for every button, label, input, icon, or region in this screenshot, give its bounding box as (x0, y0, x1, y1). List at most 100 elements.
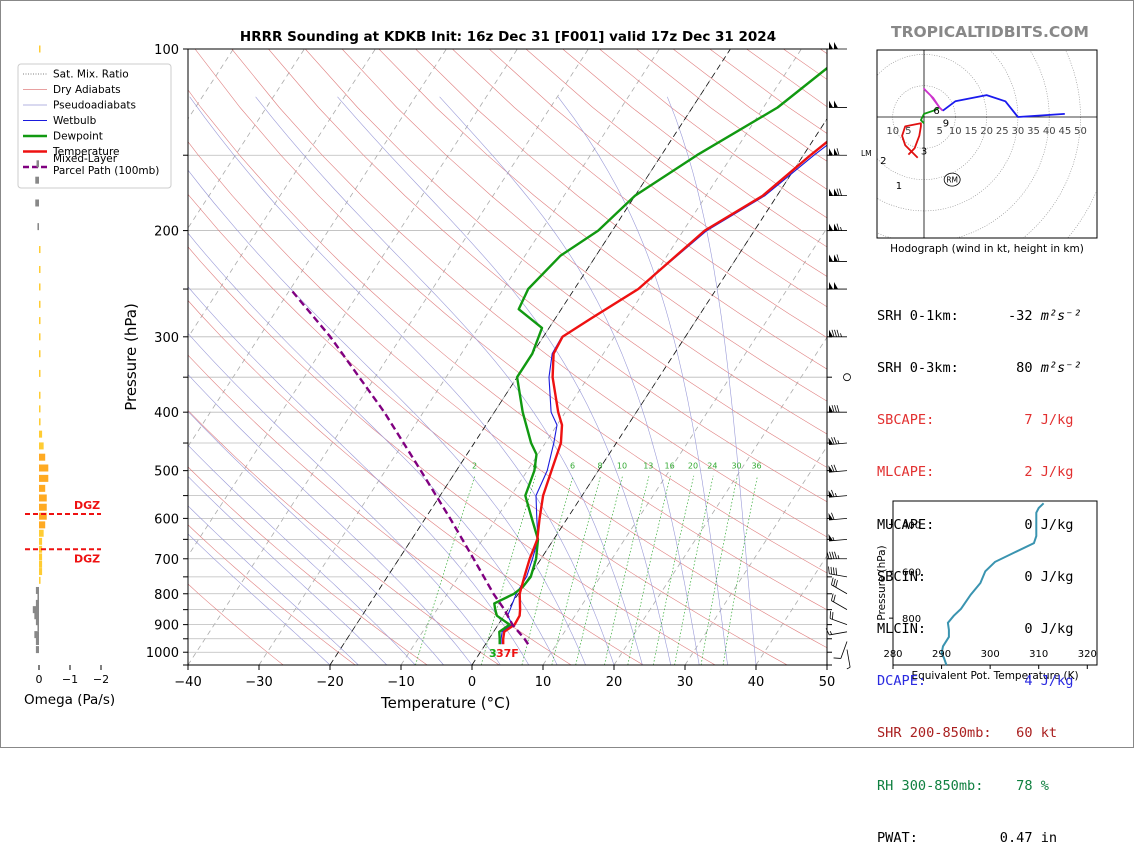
omega-bar (39, 560, 43, 568)
stat-label: MUCAPE: (877, 516, 935, 533)
stat-row-sbcape: SBCAPE: 7 J/kg (877, 412, 1117, 429)
x-tick-label: −40 (174, 675, 201, 690)
legend-label: Mixed-Layer (53, 153, 118, 165)
hodograph-frame (876, 49, 1098, 239)
barb-full (829, 611, 831, 619)
wind-barb (829, 329, 847, 338)
omega-tick-label: −1 (62, 673, 78, 686)
wind-barb (828, 566, 848, 578)
y-tick-label: 700 (154, 553, 179, 568)
isotherm (188, 49, 589, 665)
mixing-ratio-line (652, 475, 695, 665)
stat-row-mlcin: MLCIN: 0 J/kg (877, 621, 1117, 638)
omega-panel: DGZ DGZ 0 −1 −2 Omega (Pa/s) (24, 45, 115, 708)
y-axis-label: Pressure (hPa) (122, 303, 140, 411)
barb-flag (834, 42, 838, 49)
surface-temp-label: 37F (496, 647, 519, 660)
barb-staff (829, 573, 848, 578)
omega-bar (35, 199, 39, 207)
stat-unit: J/kg (1040, 673, 1074, 690)
barb-staff (829, 631, 848, 636)
temperature-line (502, 140, 827, 645)
thetae-x-tick-label: 280 (883, 649, 902, 660)
wind-barb (828, 512, 848, 521)
pseudoadiabat (188, 374, 473, 665)
omega-bar (39, 545, 43, 553)
barb-flag (829, 282, 833, 290)
mixing-ratio-labels: 2 4 6 8 10 13 16 20 24 30 36 (472, 462, 762, 471)
dry-adiabat (188, 524, 356, 665)
dry-adiabat (231, 49, 827, 538)
stat-value: 0 (934, 516, 1041, 533)
dry-adiabat (378, 49, 827, 402)
wind-barb (829, 100, 847, 108)
pseudoadiabat (439, 96, 700, 665)
wind-barb (829, 254, 847, 262)
thetae-y-tick-label: 400 (902, 520, 921, 531)
barb-full (835, 567, 838, 576)
x-tick-label: −20 (316, 675, 343, 690)
barb-flag (829, 188, 833, 196)
stat-value: 4 (926, 673, 1041, 690)
omega-bar (39, 474, 49, 482)
mixing-ratio-line (521, 475, 574, 665)
legend-label: Pseudoadiabats (53, 100, 136, 112)
barb-staff (829, 618, 848, 625)
isobars (188, 49, 827, 665)
stat-unit: % (1040, 777, 1049, 794)
stat-value: -32 (958, 307, 1041, 324)
barb-half (832, 536, 835, 541)
omega-bar (39, 283, 41, 291)
mixing-ratio-line (551, 475, 601, 665)
stat-label: SRH 0-3km: (877, 360, 959, 377)
legend-box (17, 63, 172, 189)
barb-full (833, 578, 836, 587)
barb-flag (829, 329, 833, 337)
barb-staff (829, 495, 848, 498)
stat-row-shear: SHR 200-850mb: 60 kt (877, 725, 1117, 742)
barb-flag (829, 148, 833, 156)
omega-bar (39, 512, 47, 520)
pressure-ticks: 100 200 300 400 500 600 700 800 900 1000 (146, 43, 832, 666)
wind-barb (828, 533, 848, 542)
wetbulb-line (500, 144, 827, 645)
mixing-ratio-line (480, 475, 536, 665)
omega-bar (39, 453, 46, 461)
barb-flag (828, 465, 834, 473)
wind-barb (826, 551, 847, 560)
omega-bar (39, 391, 41, 399)
pseudoadiabats (188, 96, 757, 665)
isotherm (188, 49, 518, 557)
barb-flag (829, 223, 833, 231)
dgz-label: DGZ (74, 552, 100, 565)
stat-unit: J/kg (1040, 412, 1074, 429)
thetae-y-label: Pressure (hPa) (876, 545, 888, 620)
watermark: TROPICALTIDBITS.COM (891, 23, 1089, 41)
omega-bar (39, 464, 49, 472)
y-tick-label: 300 (154, 331, 179, 346)
hodograph-ring-label: 15 (965, 126, 978, 137)
hodograph-segment (920, 106, 941, 124)
barb-full (833, 567, 835, 575)
barb-full (836, 254, 840, 262)
wind-barb (829, 611, 848, 625)
isotherm (400, 49, 802, 665)
pseudoadiabat (188, 232, 558, 665)
omega-bar (39, 405, 41, 413)
omega-bar (35, 618, 39, 626)
wind-barb (829, 282, 847, 290)
wind-barb (825, 628, 848, 636)
barb-full (839, 188, 842, 196)
barb-flag (829, 42, 833, 49)
omega-axis-label: Omega (Pa/s) (24, 692, 115, 708)
hodograph-ring-label: 25 (996, 126, 1009, 137)
hodograph-ring-label: 50 (1074, 126, 1087, 137)
legend-label: Dry Adiabats (53, 84, 121, 96)
mixing-ratio-label: 30 (731, 462, 741, 471)
barb-full (831, 464, 835, 472)
barb-full (833, 657, 841, 659)
omega-bar (39, 442, 44, 450)
omega-tick-label: 0 (36, 673, 43, 686)
y-tick-label: 200 (154, 225, 179, 240)
